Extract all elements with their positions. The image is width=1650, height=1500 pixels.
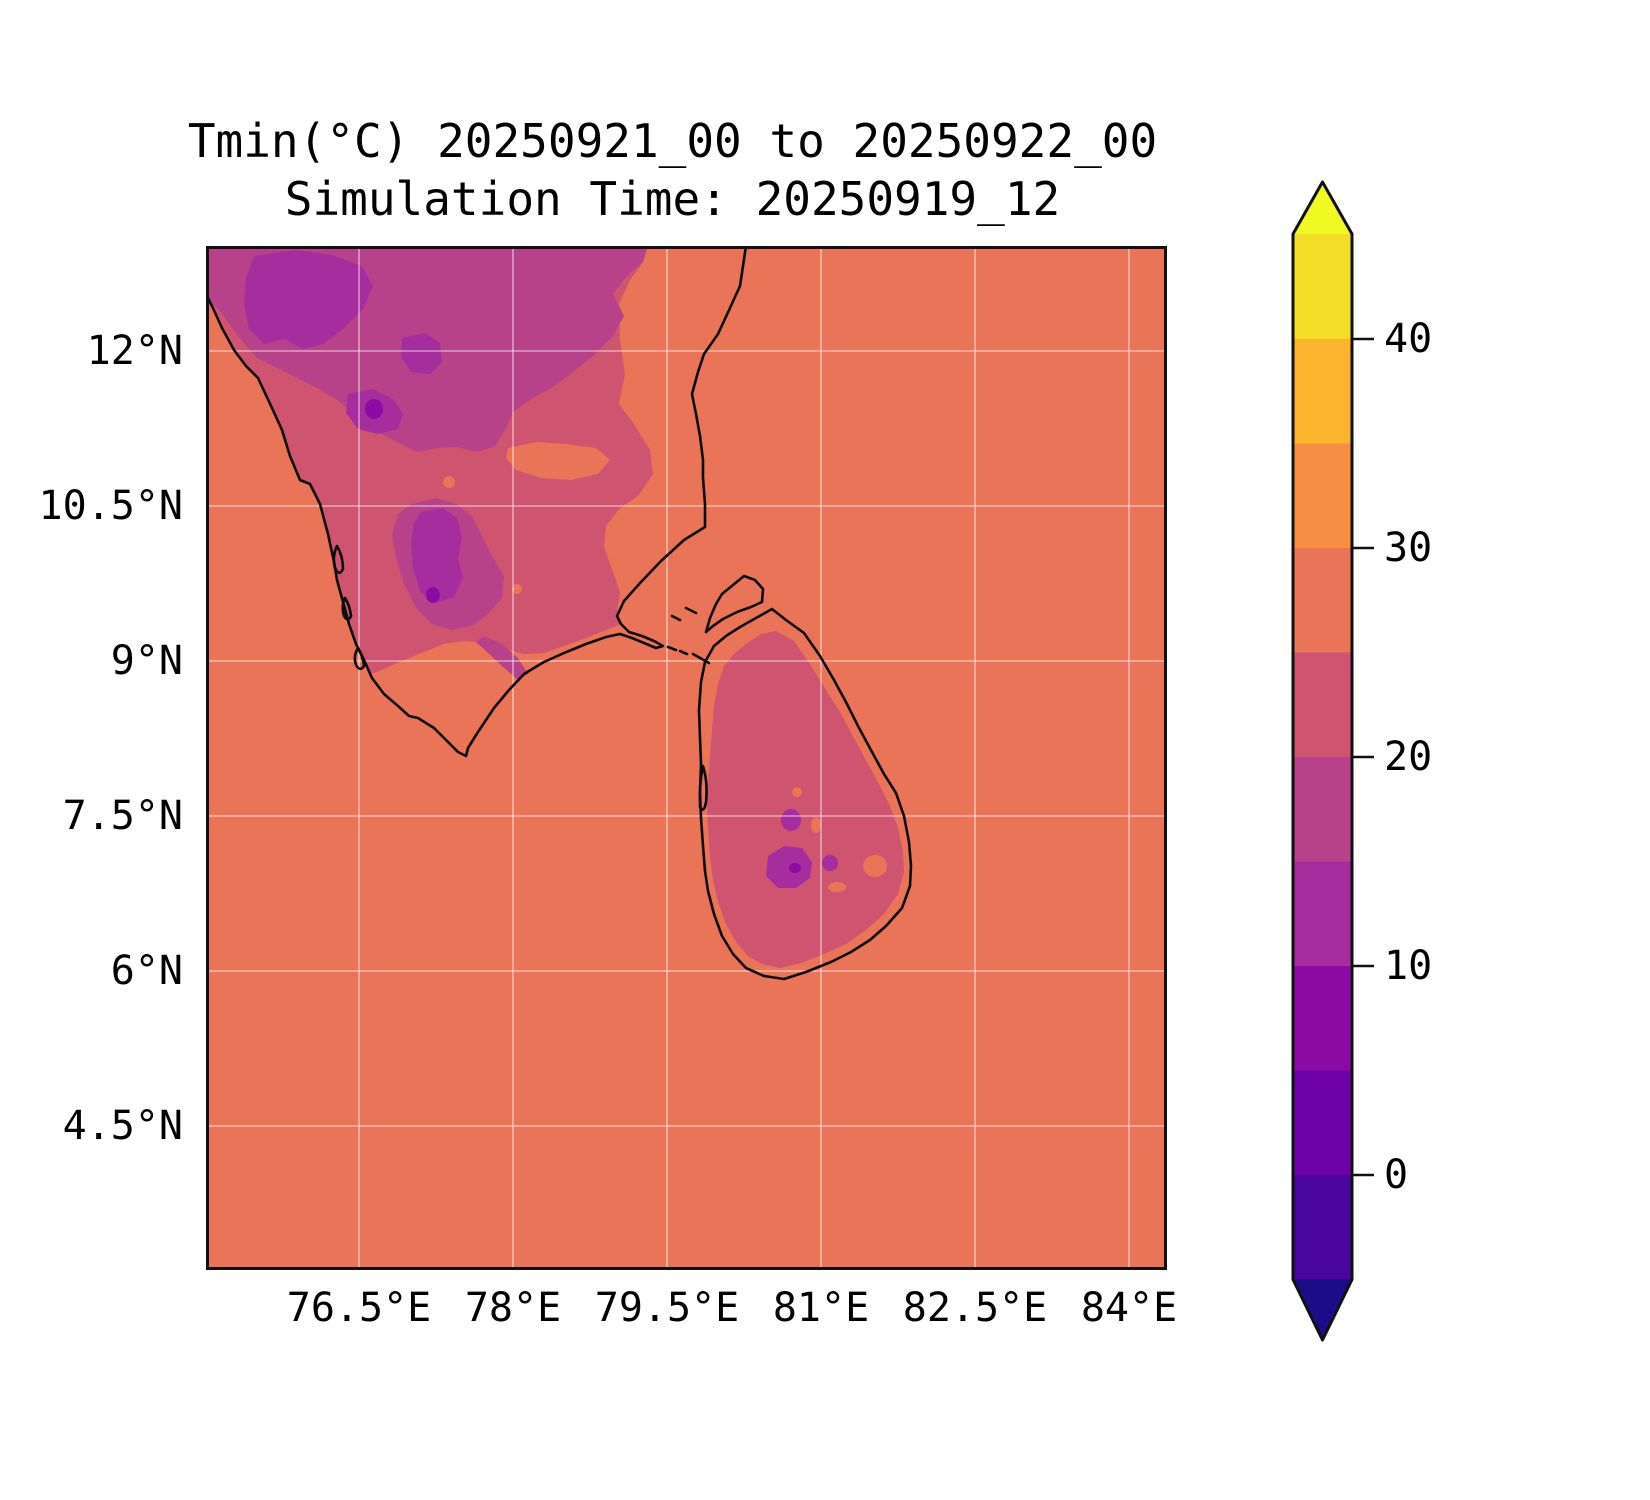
lon-label-81e: 81°E [772,1285,870,1331]
sl-highland-band-10-15 [766,846,812,888]
colorbar-band-40-45 [1293,234,1352,339]
lon-label-79-5e: 79.5°E [594,1285,740,1331]
india-warm-dot-b [512,584,522,594]
lat-label-4-5n: 4.5°N [62,1103,183,1149]
lat-label-9n: 9°N [110,638,183,684]
colorbar-band-20-25 [1293,652,1352,757]
colorbar-arrow-over [1293,182,1352,234]
colorbar [1291,180,1374,1342]
map-plot [206,246,1167,1270]
plot-title: Tmin(°C) 20250921_00 to 20250922_00 [187,114,1158,168]
colorbar-band-35-40 [1293,339,1352,444]
sl-highland-spot-north [781,809,801,831]
lat-label-12n: 12°N [86,328,183,374]
india-se-band-15-20-tongue [476,636,528,680]
ghats-cold-spot-band-5-10-a [365,399,383,419]
coastlines [206,246,913,981]
sl-warm-dot-b [811,817,821,833]
colorbar-band-10-15 [1293,861,1352,966]
india-warm-dot-a [443,476,455,488]
plot-subtitle: Simulation Time: 20250919_12 [284,172,1061,226]
south-hills-cold-spot-band-5-10 [426,587,440,603]
lon-label-84e: 84°E [1080,1285,1178,1331]
graticule [206,246,1167,1270]
colorbar-label-10: 10 [1384,943,1433,989]
sl-warm-dot-c [828,882,846,892]
palk-strait-islands [666,606,711,665]
colorbar-label-20: 20 [1384,734,1433,780]
lat-label-7-5n: 7.5°N [62,793,183,839]
colorbar-band-m5-0 [1293,1175,1352,1280]
lat-label-6n: 6°N [110,948,183,994]
lon-label-78e: 78°E [464,1285,562,1331]
kerala-backwater-lagoons [332,544,366,671]
ghats-highland-band-10-15-a [244,250,373,349]
sl-warm-dot-a [792,787,802,797]
india-coastline [206,246,748,758]
colorbar-outline [1291,180,1354,1342]
colorbar-band-15-20 [1293,757,1352,862]
map-frame [206,246,1167,1270]
colorbar-label-40: 40 [1384,316,1433,362]
colorbar-label-0: 0 [1384,1152,1409,1198]
colorbar-band-30-35 [1293,443,1352,548]
sl-highland-spot-east [822,855,838,871]
colorbar-arrow-under [1293,1279,1352,1340]
india-warm-lens-band-25-30 [506,442,610,480]
puttalam-lagoon [698,764,708,811]
colorbar-band-25-30 [1293,548,1352,653]
colorbar-label-30: 30 [1384,525,1433,571]
lon-label-76-5e: 76.5°E [286,1285,432,1331]
colorbar-ticks [1352,337,1374,1177]
sl-cold-core-band-5-10 [789,863,801,873]
sri-lanka-interior-band-20-25 [707,631,904,968]
ghats-highland-band-10-15-b [401,333,442,374]
jaffna-peninsula-coastline [704,574,765,634]
lon-label-82-5e: 82.5°E [902,1285,1048,1331]
colorbar-band-0-5 [1293,1070,1352,1175]
lat-label-10-5n: 10.5°N [38,483,184,529]
sl-warm-patch-east [863,855,887,877]
colorbar-band-5-10 [1293,966,1352,1071]
south-hills-band-10-15 [411,508,463,603]
